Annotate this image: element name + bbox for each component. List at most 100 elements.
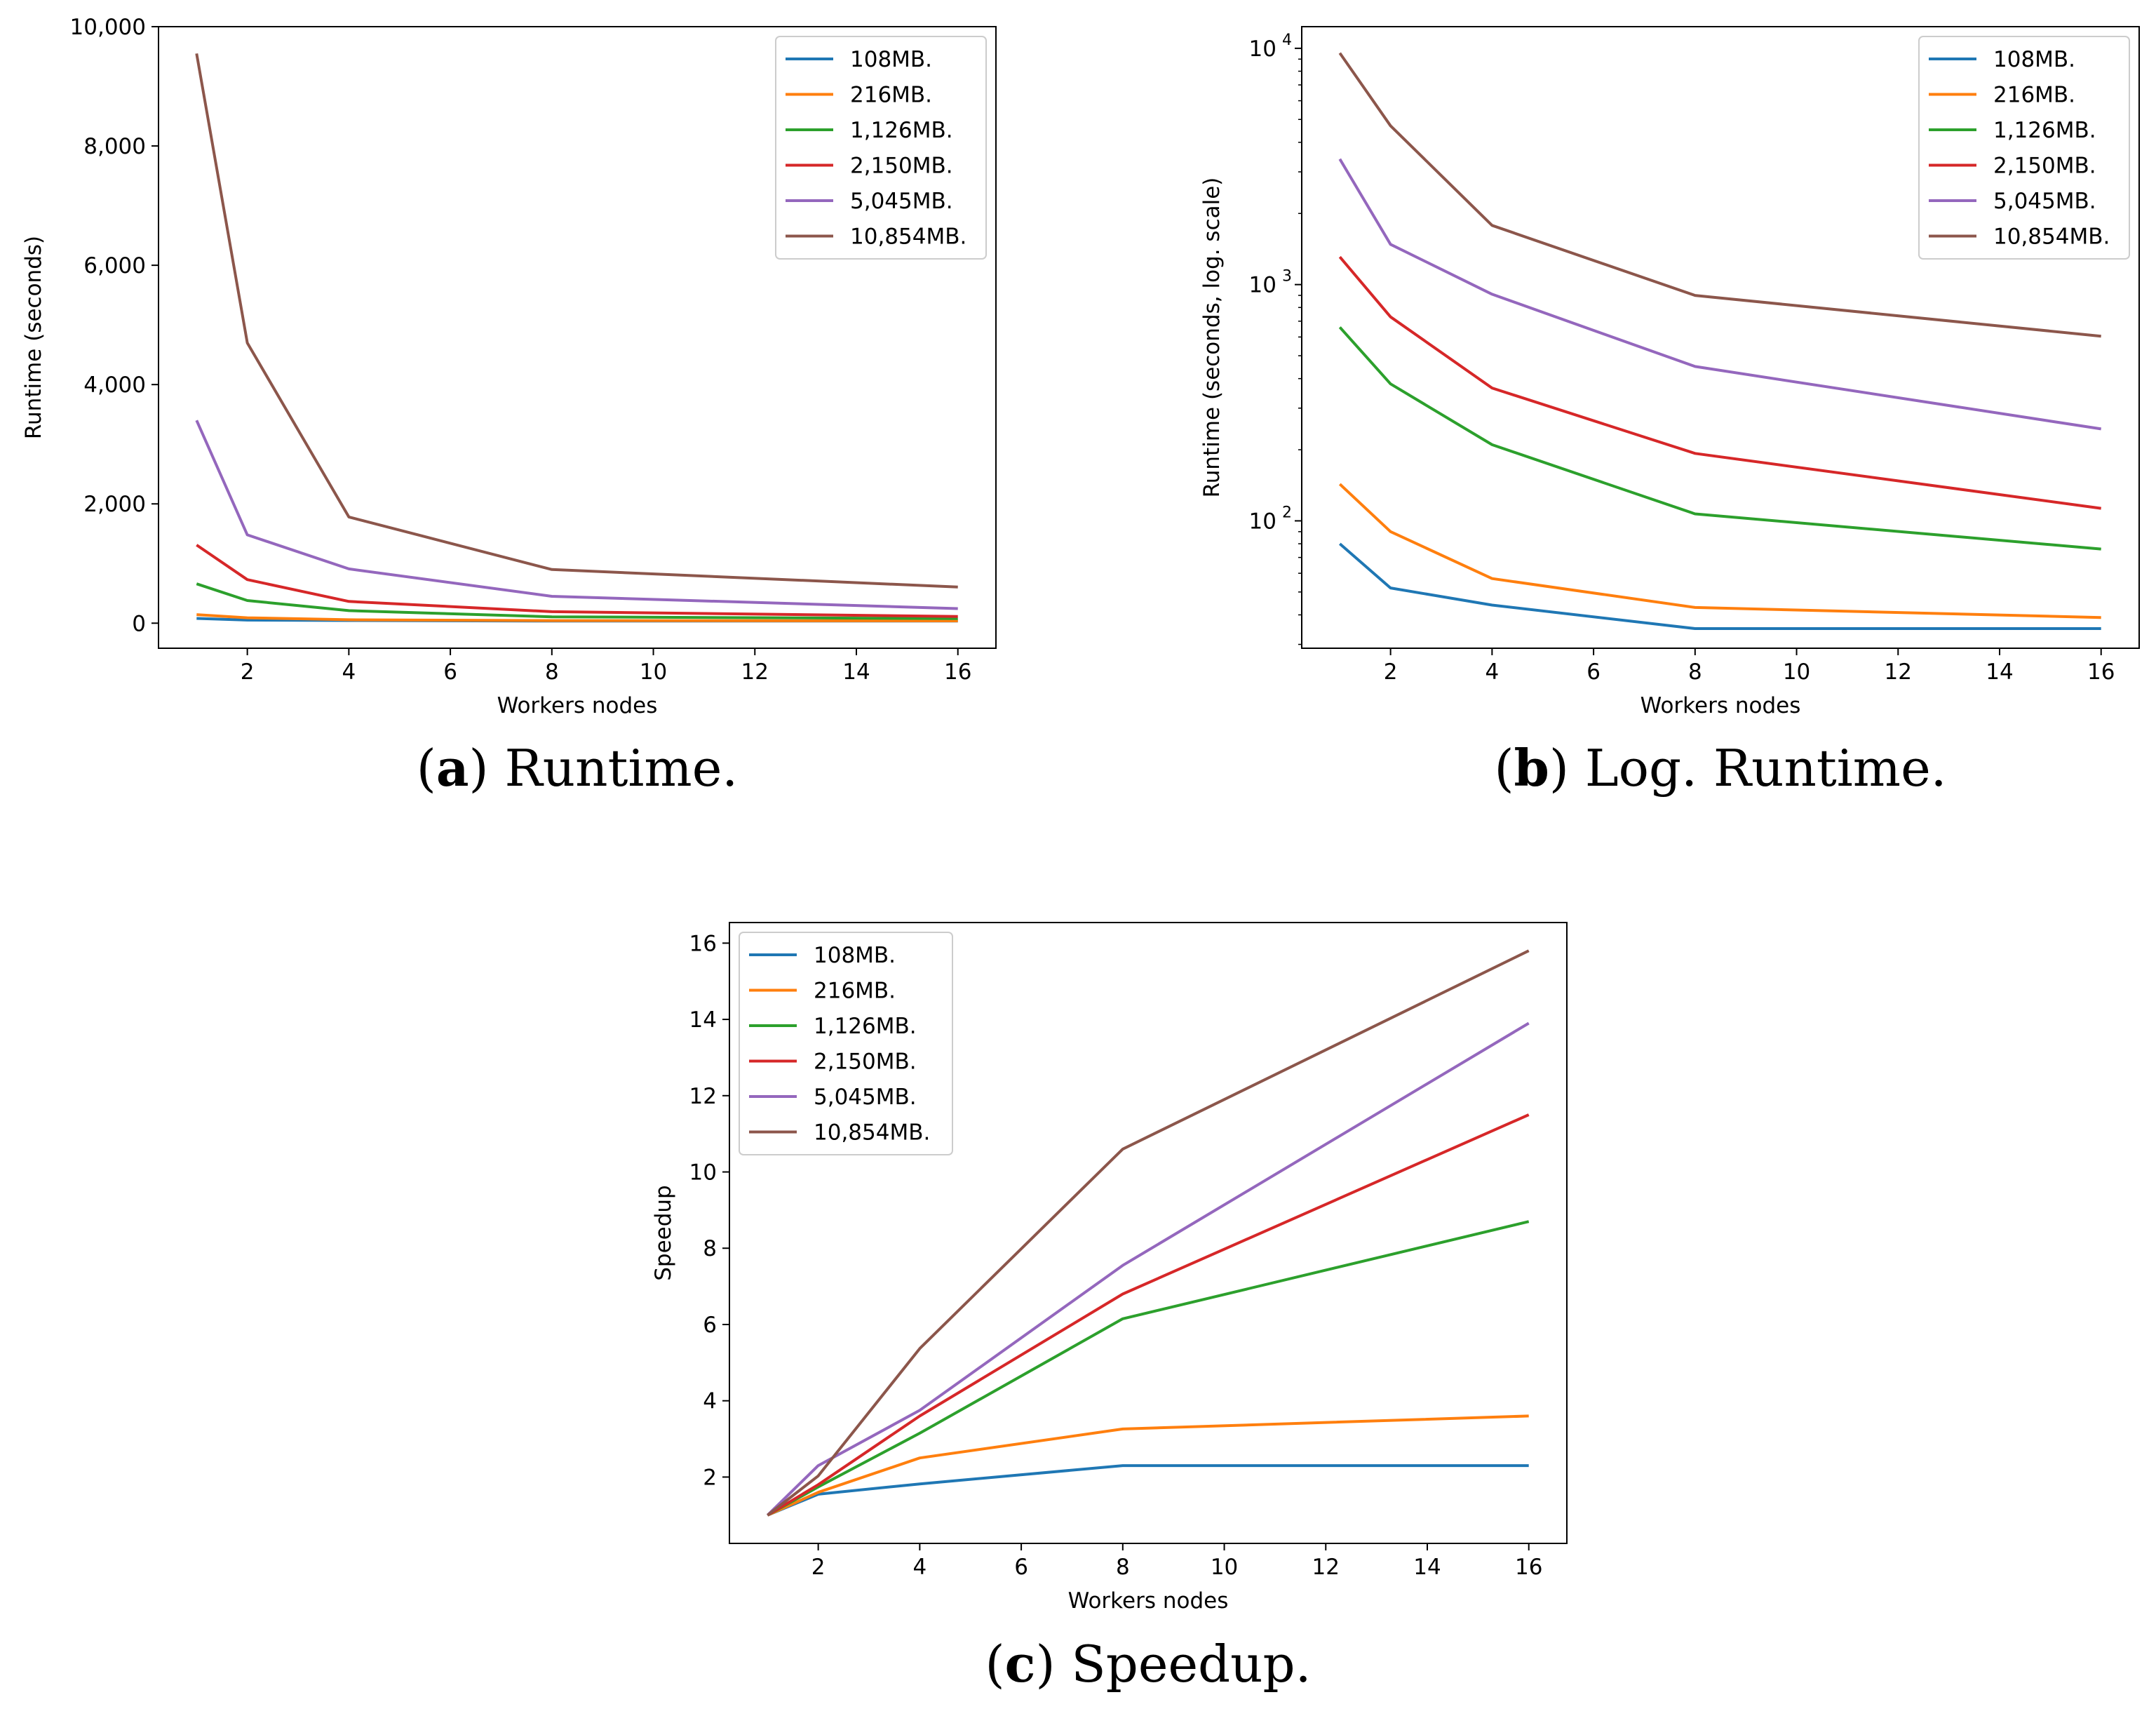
x-tick-label: 2	[1384, 659, 1398, 685]
x-tick-label: 8	[1688, 659, 1702, 685]
y-axis-label: Speedup	[651, 1185, 676, 1281]
legend-box	[739, 932, 953, 1155]
y-tick-exponent: 2	[1282, 504, 1292, 521]
legend-label: 2,150MB.	[850, 154, 953, 179]
legend-label: 216MB.	[850, 83, 932, 108]
x-tick-label: 12	[1312, 1555, 1340, 1580]
legend-label: 10,854MB.	[1993, 224, 2110, 250]
legend: 108MB. 216MB. 1,126MB. 2,150MB. 5,045MB. 10,8…	[775, 36, 987, 260]
x-tick-label: 10	[640, 659, 667, 685]
series-line-2150MB	[767, 1113, 1530, 1517]
legend-box	[775, 36, 987, 260]
y-tick-label: 0	[132, 611, 146, 636]
series-line-1126MB	[196, 582, 958, 620]
legend-label: 108MB.	[850, 47, 932, 72]
y-tick-label: 12	[689, 1084, 717, 1109]
y-tick-exponent: 3	[1282, 268, 1292, 286]
legend-label: 2,150MB.	[814, 1050, 917, 1075]
x-tick-label: 12	[1885, 659, 1912, 685]
y-tick-label: 16	[689, 931, 717, 956]
legend-label: 216MB.	[814, 979, 896, 1004]
y-tick-label: 4,000	[83, 373, 146, 398]
x-tick-label: 6	[1014, 1555, 1028, 1580]
legend-label: 108MB.	[1993, 47, 2075, 72]
y-tick-label: 6	[703, 1313, 717, 1338]
x-tick-label: 2	[241, 659, 255, 685]
axes-frame	[1301, 26, 2140, 649]
y-tick-label: 8	[703, 1236, 717, 1261]
series-line-10854MB	[767, 949, 1530, 1517]
y-axis-label: Runtime (seconds)	[21, 236, 46, 439]
y-tick-exponent: 4	[1282, 32, 1292, 49]
x-tick-label: 10	[1211, 1555, 1238, 1580]
legend-label: 5,045MB.	[850, 189, 953, 214]
series-line-5045MB	[766, 1021, 1530, 1517]
x-tick-label: 6	[1586, 659, 1601, 685]
y-tick-label: 2	[703, 1465, 717, 1490]
x-tick-label: 12	[741, 659, 769, 685]
chart-b: 2 4 6 8 10 12 14 16 10 2 10 3 10 4 Workers nodes Runtim…	[1199, 26, 2140, 798]
series-line-216MB	[196, 613, 958, 622]
y-tick-label: 10	[1249, 36, 1276, 62]
panel-caption: (c) Speedup.	[985, 1634, 1312, 1694]
x-tick-label: 6	[443, 659, 457, 685]
legend-label: 2,150MB.	[1993, 154, 2096, 179]
y-tick-label: 6,000	[83, 253, 146, 279]
y-tick-label: 10	[689, 1160, 717, 1186]
x-axis-label: Workers nodes	[1068, 1588, 1229, 1614]
y-tick-label: 2,000	[83, 492, 146, 517]
series-line-216MB	[1338, 483, 2101, 619]
legend-label: 1,126MB.	[850, 118, 953, 143]
legend-label: 1,126MB.	[814, 1014, 917, 1039]
x-tick-label: 14	[1413, 1555, 1441, 1580]
x-tick-label: 8	[545, 659, 559, 685]
x-tick-label: 14	[1986, 659, 2013, 685]
y-tick-label: 4	[703, 1389, 717, 1414]
y-tick-label: 10,000	[70, 15, 146, 40]
axes-frame	[729, 922, 1568, 1544]
series-line-216MB	[767, 1414, 1529, 1517]
chart-c: 2 4 6 8 10 12 14 16 2 4 6 8 10 12 14 16 Workers nodes Spe…	[651, 922, 1568, 1694]
legend: 108MB. 216MB. 1,126MB. 2,150MB. 5,045MB. 10,8…	[1918, 36, 2130, 260]
x-tick-label: 2	[811, 1555, 826, 1580]
series-line-10854MB	[195, 53, 958, 589]
legend-label: 108MB.	[814, 943, 896, 968]
panel-caption: (b) Log. Runtime.	[1494, 738, 1946, 798]
x-tick-label: 4	[342, 659, 356, 685]
x-tick-label: 16	[944, 659, 971, 685]
axes-frame	[158, 26, 997, 649]
x-axis-label: Workers nodes	[497, 693, 658, 718]
legend-label: 10,854MB.	[850, 224, 966, 250]
series-line-10854MB	[1338, 52, 2101, 338]
series-line-2150MB	[1338, 255, 2101, 510]
y-tick-label: 10	[1249, 509, 1276, 534]
series-line-108MB	[767, 1464, 1529, 1517]
series-line-2150MB	[196, 544, 958, 618]
y-tick-label: 8,000	[83, 134, 146, 159]
x-tick-label: 8	[1116, 1555, 1130, 1580]
series-line-5045MB	[195, 420, 958, 610]
legend: 108MB. 216MB. 1,126MB. 2,150MB. 5,045MB. 10,8…	[739, 932, 953, 1155]
x-tick-label: 16	[2087, 659, 2115, 685]
legend-label: 5,045MB.	[814, 1085, 917, 1110]
legend-label: 5,045MB.	[1993, 189, 2096, 214]
legend-label: 10,854MB.	[814, 1120, 930, 1146]
x-axis-label: Workers nodes	[1640, 693, 1801, 718]
chart-a: 2 4 6 8 10 12 14 16 0 2,000 4,000 6,000 8,000 10,000 W…	[21, 15, 997, 798]
legend-label: 1,126MB.	[1993, 118, 2096, 143]
series-line-5045MB	[1338, 158, 2102, 431]
legend-box	[1918, 36, 2130, 260]
series-line-1126MB	[1338, 326, 2101, 551]
x-tick-label: 4	[912, 1555, 927, 1580]
x-tick-label: 14	[842, 659, 870, 685]
panel-caption: (a) Runtime.	[417, 738, 738, 798]
y-axis-label: Runtime (seconds, log. scale)	[1199, 177, 1225, 498]
y-tick-label: 10	[1249, 273, 1276, 298]
x-tick-label: 4	[1485, 659, 1499, 685]
y-tick-label: 14	[689, 1007, 717, 1033]
x-tick-label: 10	[1783, 659, 1810, 685]
series-line-108MB	[1338, 542, 2101, 630]
x-tick-label: 16	[1515, 1555, 1542, 1580]
legend-label: 216MB.	[1993, 83, 2075, 108]
